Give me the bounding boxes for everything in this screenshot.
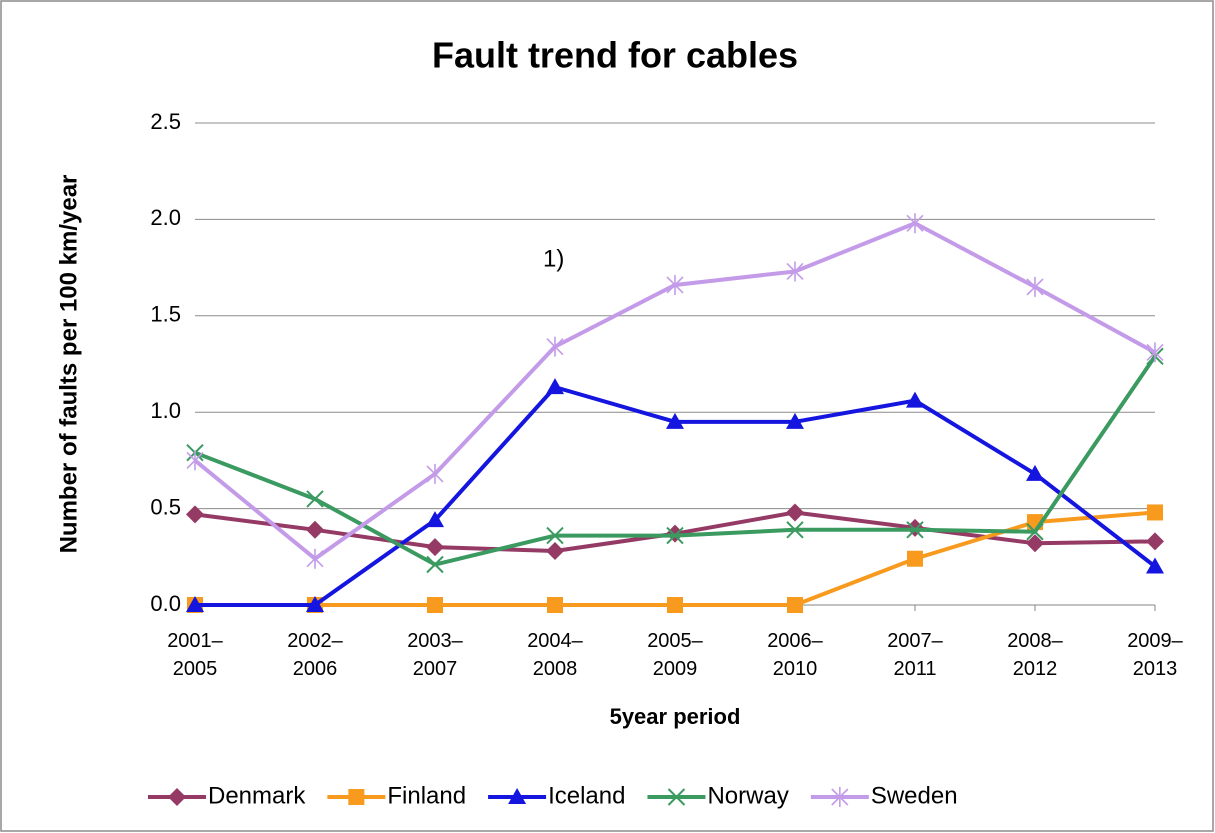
marker [348,789,365,805]
marker [426,511,444,528]
legend-item: Denmark [148,782,306,809]
legend-item: Iceland [488,782,625,809]
marker [306,520,324,539]
marker [546,526,564,545]
marker [831,787,849,807]
marker [667,597,683,613]
marker [786,412,804,429]
marker [906,391,924,408]
marker [546,336,564,357]
marker [546,378,564,395]
legend-item: Norway [647,782,789,809]
marker [1146,557,1164,574]
annotation: 1) [543,245,564,272]
marker [1146,532,1164,551]
x-tick-label: 2007–2011 [887,630,943,680]
marker [306,490,324,508]
marker [186,505,204,524]
y-tick-label: 2.5 [150,109,181,134]
x-tick-label: 2001–2005 [167,630,223,680]
legend-label: Finland [387,782,466,809]
y-tick-label: 0.5 [150,494,181,519]
marker [906,521,924,539]
chart-title: Fault trend for cables [432,35,798,76]
marker [186,596,204,612]
marker [547,597,563,613]
marker [786,261,804,282]
x-tick-label: 2009–2013 [1127,630,1183,680]
x-tick-label: 2008–2012 [1007,630,1063,680]
x-tick-label: 2003–2007 [407,630,463,680]
x-tick-label: 2002–2006 [287,630,343,680]
legend-label: Iceland [548,782,625,809]
marker [666,412,684,429]
marker [546,542,564,561]
marker [666,526,684,545]
legend-label: Sweden [871,782,958,809]
y-tick-label: 2.0 [150,205,181,230]
marker [786,503,804,522]
marker [1026,276,1044,297]
marker [426,555,444,574]
marker [787,597,803,613]
marker [1147,504,1163,521]
y-tick-label: 0.0 [150,591,181,616]
marker [426,538,444,557]
marker [306,548,324,569]
marker [168,788,186,806]
y-axis-title: Number of faults per 100 km/year [55,175,82,554]
marker [186,450,204,471]
marker [786,521,804,539]
marker [508,788,527,804]
marker [1026,464,1044,481]
legend-item: Sweden [810,782,958,809]
x-tick-label: 2004–2008 [527,630,583,680]
y-tick-label: 1.0 [150,398,181,423]
marker [1026,534,1044,553]
legend-item: Finland [327,782,466,809]
legend-label: Norway [707,782,788,809]
marker [427,597,443,613]
marker [1026,523,1044,541]
x-axis-title: 5year period [610,704,741,729]
y-tick-label: 1.5 [150,302,181,327]
marker [906,213,924,234]
marker [306,596,324,612]
marker [666,274,684,295]
marker [1146,342,1164,363]
x-tick-label: 2005–2009 [647,630,703,680]
x-tick-label: 2006–2010 [767,630,823,680]
legend-label: Denmark [208,782,306,809]
marker [907,550,923,567]
marker [426,463,444,484]
marker [667,788,686,806]
